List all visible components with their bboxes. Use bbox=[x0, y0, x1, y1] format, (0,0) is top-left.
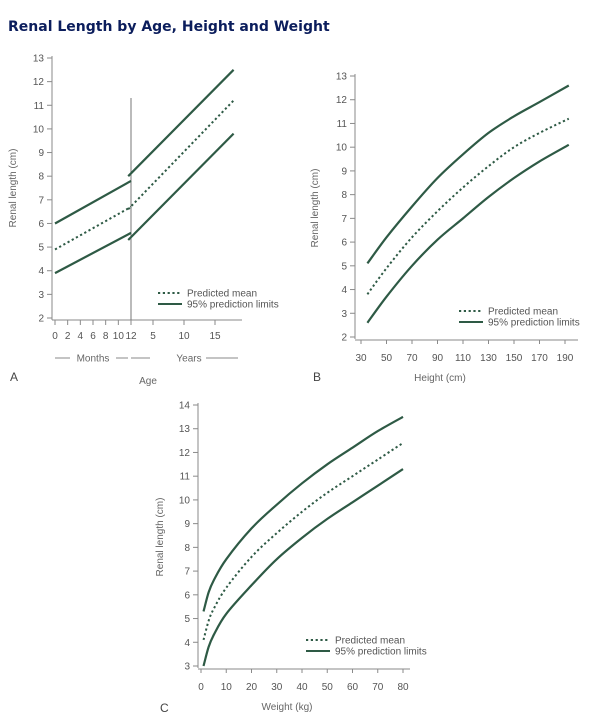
y-tick-label: 12 bbox=[33, 77, 45, 88]
y-tick-label: 10 bbox=[336, 143, 348, 154]
x-tick-label-months: 12 bbox=[125, 331, 137, 342]
x-tick-label-months: 10 bbox=[113, 331, 125, 342]
x-axis-label-B: Height (cm) bbox=[414, 373, 466, 384]
x-tick-label-B: 70 bbox=[406, 353, 418, 364]
y-tick-label: 5 bbox=[341, 261, 347, 272]
x-tick-label-years: 15 bbox=[209, 331, 221, 342]
y-tick-label: 9 bbox=[38, 148, 44, 159]
legend-mean-label: Predicted mean bbox=[335, 636, 405, 647]
x-tick-label-B: 170 bbox=[531, 353, 548, 364]
y-tick-label: 8 bbox=[184, 543, 190, 554]
x-tick-label-months: 6 bbox=[90, 331, 96, 342]
series-mean-line-A-months bbox=[54, 206, 132, 251]
panel-letter-A: A bbox=[10, 370, 18, 384]
y-axis-label-A: Renal length (cm) bbox=[8, 149, 19, 228]
x-tick-label-C: 10 bbox=[221, 682, 233, 693]
x-tick-label-C: 70 bbox=[372, 682, 384, 693]
panel-letter-C: C bbox=[160, 701, 169, 715]
months-group-label: Months bbox=[77, 354, 110, 365]
y-tick-label: 6 bbox=[341, 238, 347, 249]
legend-limits-label: 95% prediction limits bbox=[335, 647, 427, 658]
series-upper-line-A-years bbox=[127, 69, 235, 177]
x-tick-label-B: 190 bbox=[557, 353, 574, 364]
x-tick-label-C: 20 bbox=[246, 682, 258, 693]
series-mean-line-B bbox=[366, 117, 570, 295]
y-tick-label: 12 bbox=[179, 448, 191, 459]
y-axis-label-B: Renal length (cm) bbox=[310, 169, 321, 248]
x-tick-label-C: 80 bbox=[397, 682, 409, 693]
y-tick-label: 13 bbox=[336, 72, 348, 83]
x-axis-label-A: Age bbox=[139, 376, 157, 387]
y-tick-label: 10 bbox=[33, 124, 45, 135]
y-tick-label: 4 bbox=[38, 266, 44, 277]
x-tick-label-months: 4 bbox=[78, 331, 84, 342]
y-tick-label: 9 bbox=[184, 519, 190, 530]
x-tick-label-C: 30 bbox=[271, 682, 283, 693]
y-tick-label: 4 bbox=[341, 285, 347, 296]
series-mean-line-C bbox=[202, 442, 404, 641]
x-tick-label-years: 10 bbox=[178, 331, 190, 342]
x-tick-label-B: 130 bbox=[480, 353, 497, 364]
legend-mean-label: Predicted mean bbox=[187, 289, 257, 300]
series-upper-line-C bbox=[202, 415, 404, 612]
series-lower-line-C bbox=[202, 468, 404, 667]
x-tick-label-months: 8 bbox=[103, 331, 109, 342]
x-tick-label-B: 50 bbox=[381, 353, 393, 364]
legend-limits-label: 95% prediction limits bbox=[187, 300, 279, 311]
y-tick-label: 2 bbox=[341, 333, 347, 344]
series-lower-line-A-months bbox=[54, 231, 132, 275]
legend-limits-label: 95% prediction limits bbox=[488, 318, 580, 329]
y-tick-label: 14 bbox=[179, 401, 191, 412]
y-tick-label: 11 bbox=[337, 119, 348, 130]
x-tick-label-years: 5 bbox=[150, 331, 156, 342]
x-tick-label-C: 0 bbox=[198, 682, 204, 693]
y-tick-label: 8 bbox=[38, 172, 44, 183]
y-tick-label: 6 bbox=[38, 219, 44, 230]
years-group-label: Years bbox=[176, 354, 201, 365]
y-tick-label: 4 bbox=[184, 638, 190, 649]
series-lower-line-A-years bbox=[127, 132, 235, 241]
y-tick-label: 5 bbox=[184, 614, 190, 625]
y-tick-label: 7 bbox=[38, 195, 44, 206]
y-tick-label: 8 bbox=[341, 190, 347, 201]
y-tick-label: 11 bbox=[180, 472, 191, 483]
legend-mean-label: Predicted mean bbox=[488, 307, 558, 318]
x-tick-label-B: 30 bbox=[355, 353, 367, 364]
y-tick-label: 7 bbox=[341, 214, 347, 225]
series-lower-line-B bbox=[366, 143, 570, 324]
y-tick-label: 2 bbox=[38, 314, 44, 325]
x-tick-label-months: 2 bbox=[65, 331, 71, 342]
y-axis-label-C: Renal length (cm) bbox=[155, 498, 166, 577]
x-tick-label-B: 90 bbox=[432, 353, 444, 364]
x-tick-label-B: 110 bbox=[455, 353, 471, 364]
y-tick-label: 13 bbox=[179, 424, 191, 435]
x-tick-label-C: 60 bbox=[347, 682, 359, 693]
x-tick-label-C: 50 bbox=[322, 682, 334, 693]
x-tick-label-C: 40 bbox=[296, 682, 308, 693]
y-tick-label: 7 bbox=[184, 567, 190, 578]
series-upper-line-B bbox=[366, 84, 570, 265]
y-tick-label: 11 bbox=[34, 101, 45, 112]
y-tick-label: 5 bbox=[38, 243, 44, 254]
series-upper-line-A-months bbox=[54, 179, 132, 225]
y-tick-label: 6 bbox=[184, 590, 190, 601]
panel-letter-B: B bbox=[313, 370, 321, 384]
y-tick-label: 12 bbox=[336, 95, 348, 106]
series-mean-line-A-years bbox=[127, 99, 235, 210]
x-tick-label-months: 0 bbox=[52, 331, 58, 342]
y-tick-label: 10 bbox=[179, 495, 191, 506]
y-tick-label: 13 bbox=[33, 54, 45, 65]
page-title: Renal Length by Age, Height and Weight bbox=[8, 19, 330, 35]
x-tick-label-B: 150 bbox=[506, 353, 523, 364]
x-axis-label-C: Weight (kg) bbox=[262, 702, 313, 713]
y-tick-label: 3 bbox=[38, 290, 44, 301]
y-tick-label: 9 bbox=[341, 166, 347, 177]
y-tick-label: 3 bbox=[184, 662, 190, 673]
y-tick-label: 3 bbox=[341, 309, 347, 320]
